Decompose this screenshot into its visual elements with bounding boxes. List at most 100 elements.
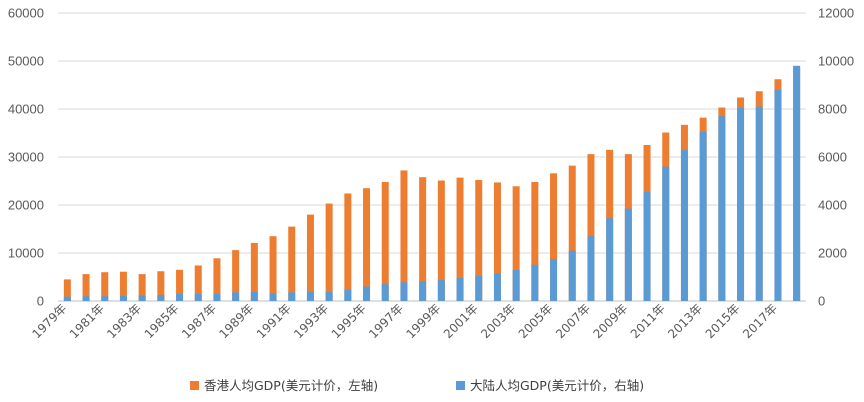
bar-mainland xyxy=(568,250,576,301)
bar-mainland xyxy=(344,289,352,301)
left-axis-tick-label: 50000 xyxy=(8,54,44,69)
x-axis-tick-label: 2017年 xyxy=(740,301,780,341)
legend-swatch-mainland xyxy=(456,381,465,390)
bar-mainland xyxy=(680,149,688,301)
bar-hongkong xyxy=(587,154,595,301)
left-axis-tick-label: 40000 xyxy=(8,102,44,117)
right-axis-tick-label: 6000 xyxy=(818,150,847,165)
bar-mainland xyxy=(493,273,501,301)
x-axis-tick-label: 1983年 xyxy=(104,301,144,341)
left-axis-tick-label: 10000 xyxy=(8,246,44,261)
bar-hongkong xyxy=(512,186,520,301)
bar-mainland xyxy=(755,106,763,301)
bar-hongkong xyxy=(101,272,109,301)
bar-hongkong xyxy=(194,265,202,301)
gridlines xyxy=(58,12,806,302)
bar-hongkong xyxy=(138,274,146,301)
x-axis-tick-label: 2011年 xyxy=(628,301,668,341)
bar-mainland xyxy=(400,282,408,301)
bar-mainland xyxy=(138,295,146,301)
bar-mainland xyxy=(194,294,202,301)
bar-hongkong xyxy=(493,182,501,301)
right-axis-tick-label: 12000 xyxy=(818,6,854,21)
bar-hongkong xyxy=(419,177,427,301)
left-axis-ticks: 0 10000 20000 30000 40000 50000 60000 xyxy=(8,6,44,309)
x-axis-tick-label: 2015年 xyxy=(703,301,743,341)
bar-mainland xyxy=(119,295,127,301)
bar-mainland xyxy=(157,295,165,301)
bar-mainland xyxy=(643,191,651,301)
legend: 香港人均GDP(美元计价，左轴) 大陆人均GDP(美元计价，右轴) xyxy=(190,378,644,393)
bar-mainland xyxy=(774,89,782,301)
x-axis-tick-label: 1991年 xyxy=(254,301,294,341)
bar-hongkong xyxy=(82,274,90,301)
bar-mainland xyxy=(587,236,595,301)
left-axis-tick-label: 30000 xyxy=(8,150,44,165)
bar-hongkong xyxy=(344,193,352,301)
bar-hongkong xyxy=(531,181,539,301)
bar-hongkong xyxy=(213,258,221,301)
x-axis-tick-label: 2003年 xyxy=(478,301,518,341)
x-axis-tick-label: 1995年 xyxy=(329,301,369,341)
right-axis-tick-label: 8000 xyxy=(818,102,847,117)
x-axis-tick-label: 1987年 xyxy=(179,301,219,341)
bar-hongkong xyxy=(157,271,165,301)
bar-mainland xyxy=(288,292,296,301)
bar-hongkong xyxy=(119,271,127,301)
x-axis-tick-label: 1993年 xyxy=(291,301,331,341)
bar-mainland xyxy=(363,286,371,301)
bar-mainland xyxy=(737,107,745,301)
bar-mainland xyxy=(269,293,277,301)
bar-hongkong xyxy=(325,203,333,301)
x-axis-tick-label: 2005年 xyxy=(516,301,556,341)
bar-mainland xyxy=(437,280,445,301)
bar-mainland xyxy=(381,284,389,301)
x-axis-tick-label: 1979年 xyxy=(29,301,69,341)
bar-hongkong xyxy=(363,188,371,301)
x-axis-ticks: 1979年1981年1983年1985年1987年1989年1991年1993年… xyxy=(29,301,780,341)
x-axis-tick-label: 1989年 xyxy=(216,301,256,341)
legend-swatch-hk xyxy=(190,381,199,390)
bar-mainland xyxy=(213,293,221,301)
bar-hongkong xyxy=(456,177,464,301)
bar-hongkong xyxy=(306,214,314,301)
x-axis-tick-label: 2009年 xyxy=(590,301,630,341)
watermark-text: 财主家的余粮 xyxy=(716,372,806,390)
bar-mainland xyxy=(232,292,240,301)
bar-hongkong xyxy=(269,236,277,301)
bar-hongkong xyxy=(176,269,184,301)
bar-hongkong xyxy=(288,226,296,301)
bar-mainland xyxy=(512,270,520,301)
bar-mainland xyxy=(306,291,314,301)
x-axis-tick-label: 1997年 xyxy=(366,301,406,341)
left-axis-tick-label: 20000 xyxy=(8,198,44,213)
bar-mainland xyxy=(718,116,726,301)
bar-hongkong xyxy=(381,181,389,301)
bar-mainland xyxy=(606,218,614,301)
bar-hongkong xyxy=(475,180,483,301)
right-axis-tick-label: 4000 xyxy=(818,198,847,213)
wechat-icon xyxy=(691,364,715,387)
bar-mainland xyxy=(63,296,71,301)
legend-label-mainland: 大陆人均GDP(美元计价，右轴) xyxy=(470,378,644,393)
bar-mainland xyxy=(82,296,90,301)
bar-mainland xyxy=(699,131,707,301)
bar-hongkong xyxy=(250,242,258,301)
watermark: 财主家的余粮 xyxy=(691,364,806,390)
bar-mainland xyxy=(456,277,464,301)
right-axis-ticks: 0 2000 4000 6000 8000 10000 12000 xyxy=(818,6,854,309)
bar-mainland xyxy=(250,291,258,301)
bars xyxy=(63,65,801,302)
bar-mainland xyxy=(325,291,333,301)
x-axis-tick-label: 1981年 xyxy=(67,301,107,341)
bar-mainland xyxy=(475,275,483,301)
right-axis-tick-label: 0 xyxy=(818,294,825,309)
bar-mainland xyxy=(176,293,184,301)
bar-mainland xyxy=(101,296,109,301)
x-axis-tick-label: 1999年 xyxy=(403,301,443,341)
bar-hongkong xyxy=(400,170,408,301)
bar-mainland xyxy=(624,208,632,301)
bar-hongkong xyxy=(63,279,71,301)
bar-hongkong xyxy=(232,250,240,301)
